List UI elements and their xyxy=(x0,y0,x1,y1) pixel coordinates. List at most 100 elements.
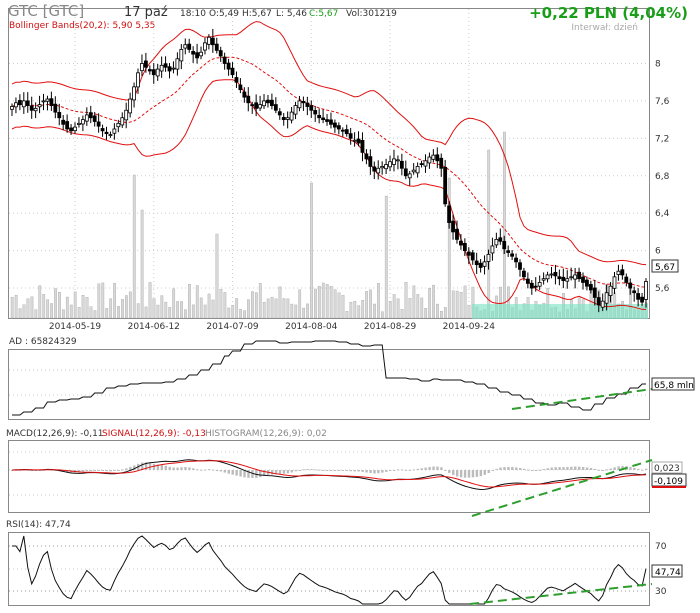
price-y-tick-label: 7,2 xyxy=(655,134,669,144)
volume-bar xyxy=(18,308,22,319)
candle-body xyxy=(435,154,440,162)
price-x-tick-label: 2014-05-19 xyxy=(49,322,102,332)
volume-bar xyxy=(278,286,282,319)
candle-body xyxy=(10,106,14,110)
candle-body xyxy=(285,117,290,120)
volume-bar xyxy=(77,307,81,319)
macd-histogram-bar xyxy=(585,467,589,470)
candle-body xyxy=(581,276,585,283)
bollinger-upper xyxy=(11,21,647,266)
price-panel-frame xyxy=(8,8,650,319)
volume-bar xyxy=(191,304,195,319)
candle-body xyxy=(644,281,648,300)
volume-bar xyxy=(117,306,120,319)
volume-bar xyxy=(160,295,164,319)
candle-body xyxy=(293,105,298,115)
candle-body xyxy=(313,110,318,115)
candle-body xyxy=(25,100,30,106)
candle-body xyxy=(321,117,325,121)
volume-bar xyxy=(93,310,97,319)
macd-histogram-bar xyxy=(467,470,471,478)
volume-bar xyxy=(231,305,235,319)
candle-body xyxy=(384,164,388,170)
macd-histogram-bar xyxy=(188,467,191,470)
candle-body xyxy=(77,122,81,125)
volume-bar xyxy=(109,298,113,319)
signal-line xyxy=(12,460,647,488)
close-label: C:5,67 xyxy=(309,9,338,19)
price-x-axis: 2014-05-19 2014-06-12 2014-07-09 2014-08-04… xyxy=(49,322,495,332)
volume-bar xyxy=(168,307,172,319)
candle-body xyxy=(191,51,196,55)
candle-body xyxy=(203,42,207,51)
ad-trend-line xyxy=(511,388,653,410)
candle-body xyxy=(403,168,408,177)
macd-histogram-bar xyxy=(518,468,522,470)
candle-body xyxy=(183,44,188,49)
candle-body xyxy=(333,122,337,128)
candle-body xyxy=(596,297,601,306)
candle-body xyxy=(140,63,144,72)
candle-body xyxy=(301,100,306,104)
macd-histogram-bar xyxy=(444,470,447,471)
macd-histogram-bar xyxy=(621,465,624,470)
macd-histogram-bar xyxy=(617,466,620,470)
macd-histogram-bar xyxy=(329,470,333,471)
macd-histogram-bar xyxy=(172,467,175,470)
macd-histogram-bar xyxy=(38,470,41,471)
macd-histogram-bar xyxy=(503,467,506,470)
macd-histogram-bar xyxy=(593,468,597,470)
candle-body xyxy=(518,262,522,270)
volume-bar xyxy=(30,296,34,319)
macd-histogram-bar xyxy=(66,470,69,473)
volume-bar xyxy=(148,282,152,319)
macd-histogram-bar xyxy=(168,466,171,470)
candle-body xyxy=(88,112,93,119)
volume-bar xyxy=(487,149,491,319)
volume-bar xyxy=(416,294,420,319)
macd-histogram-bar xyxy=(424,467,427,470)
macd-histogram-bar xyxy=(455,470,459,477)
macd-histogram-bar xyxy=(562,467,565,470)
macd-gridlines xyxy=(9,451,649,496)
volume-bar xyxy=(34,309,38,319)
macd-histogram-bar xyxy=(574,466,577,470)
volume-bar xyxy=(247,299,250,319)
volume-bar xyxy=(294,304,298,319)
macd-histogram-bar xyxy=(400,469,404,471)
volume-bar xyxy=(152,298,156,319)
macd-histogram-bar xyxy=(428,466,431,470)
candle-body xyxy=(281,117,286,121)
volume-bar xyxy=(46,299,50,319)
volume-bar xyxy=(195,285,199,319)
candle-body xyxy=(262,100,266,107)
macd-histogram-bar xyxy=(282,470,286,474)
volume-bar xyxy=(207,293,211,319)
macd-histogram-bar xyxy=(392,470,396,471)
volume-bar xyxy=(329,285,333,319)
macd-histogram-bar xyxy=(93,470,97,471)
candle-body xyxy=(588,284,593,291)
macd-histogram-bar xyxy=(125,468,128,470)
volume-bar xyxy=(81,294,85,319)
volume-bar xyxy=(447,177,451,319)
candle-body xyxy=(506,250,511,253)
volume-bar xyxy=(144,306,148,319)
candle-body xyxy=(557,276,562,280)
volume-bar xyxy=(467,304,471,319)
ad-title: AD : 65824329 xyxy=(9,337,77,347)
macd-histogram-bar xyxy=(645,468,648,470)
last-price-label: 5,67 xyxy=(655,263,675,273)
candle-body xyxy=(545,274,550,280)
candle-body xyxy=(104,131,109,135)
candle-body xyxy=(112,128,117,134)
candle-body xyxy=(364,153,369,160)
macd-histogram-bar xyxy=(534,470,538,471)
volume-bar xyxy=(424,308,428,319)
volume-bar xyxy=(357,305,361,319)
candle-body xyxy=(210,37,215,46)
macd-histogram-bar xyxy=(243,470,246,478)
candle-body xyxy=(49,98,54,106)
histogram-series-label: HISTOGRAM(12,26,9): 0,02 xyxy=(205,429,327,439)
